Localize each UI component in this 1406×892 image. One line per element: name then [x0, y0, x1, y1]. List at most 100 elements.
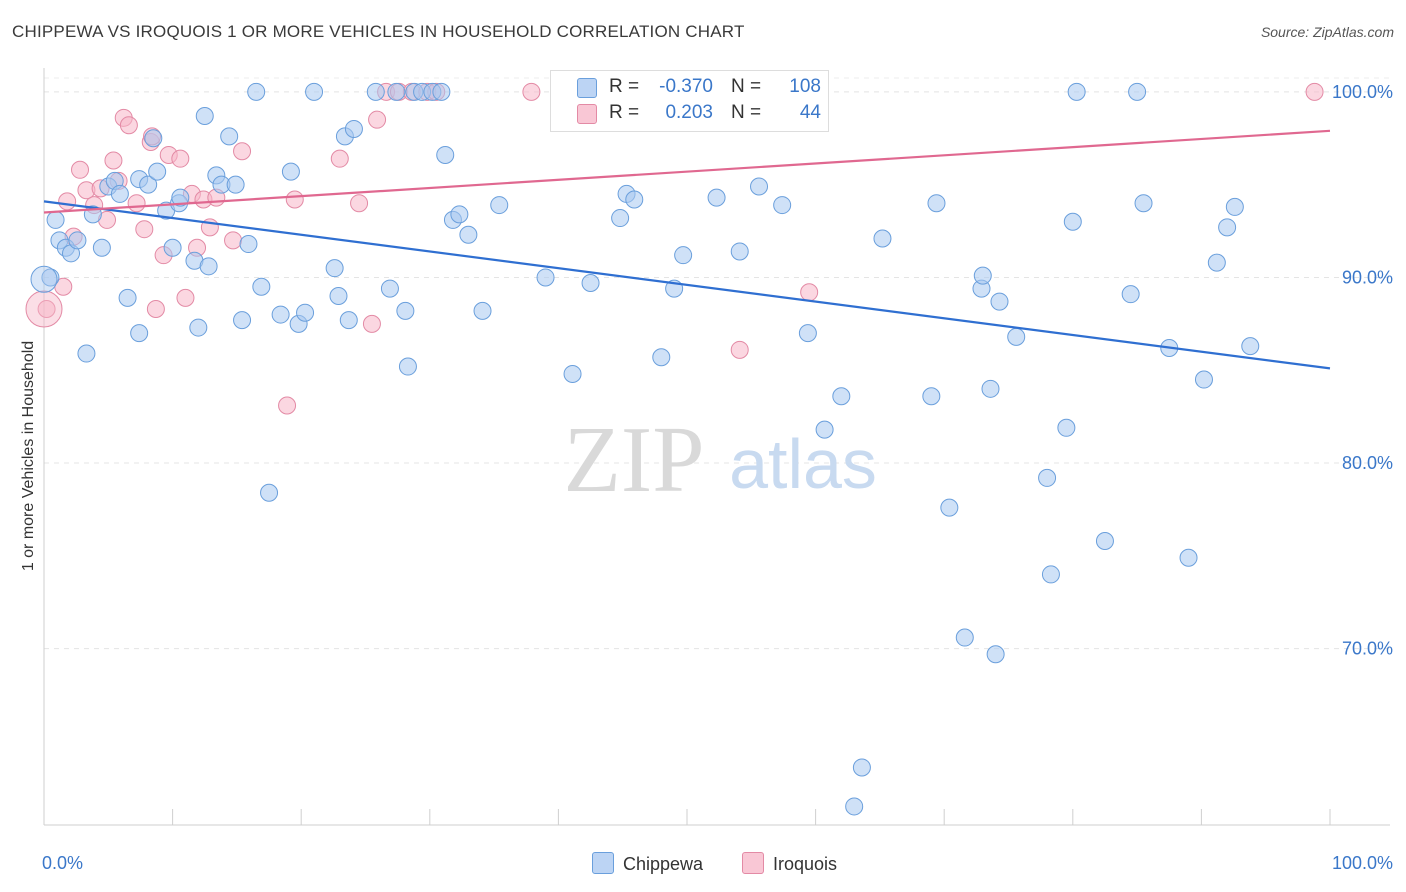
chippewa-point: [226, 175, 245, 194]
chippewa-point: [973, 266, 992, 285]
chippewa-point: [130, 324, 149, 343]
iroquois-point: [119, 116, 138, 135]
chippewa-point: [473, 301, 492, 320]
y-tick-label: 90.0%: [1342, 267, 1393, 287]
chippewa-point: [366, 82, 385, 101]
chippewa-point: [536, 268, 555, 287]
chippewa-point: [189, 318, 208, 337]
legend-r-label: R =: [609, 102, 640, 123]
iroquois-point: [1305, 82, 1324, 101]
y-axis-label: 1 or more Vehicles in Household: [20, 340, 37, 572]
legend-n-value: 44: [799, 102, 821, 123]
chippewa-point: [707, 188, 726, 207]
bottom-legend-swatch-iroquois: [742, 852, 764, 874]
chippewa-point: [271, 305, 290, 324]
chippewa-point: [339, 311, 358, 330]
chippewa-point: [436, 145, 455, 164]
chippewa-point: [940, 498, 959, 517]
chippewa-point: [1225, 197, 1244, 216]
iroquois-point-cluster: [25, 290, 63, 328]
legend-n-label: N =: [731, 102, 762, 123]
iroquois-point: [146, 300, 165, 319]
chippewa-point: [922, 387, 941, 406]
iroquois-point: [362, 314, 381, 333]
bottom-legend-iroquois: Iroquois: [742, 852, 837, 875]
chippewa-point: [798, 324, 817, 343]
chippewa-point: [247, 82, 266, 101]
chippewa-point: [1194, 370, 1213, 389]
legend-n-label: N =: [731, 76, 762, 97]
chippewa-point: [305, 82, 324, 101]
iroquois-point: [233, 142, 252, 161]
bottom-legend-label-chippewa: Chippewa: [623, 854, 704, 874]
chippewa-point: [955, 628, 974, 647]
watermark-zip: ZIP: [564, 408, 705, 512]
iroquois-point: [278, 396, 297, 415]
chippewa-point: [110, 184, 129, 203]
legend-n-value: 108: [789, 76, 821, 97]
legend-r-value: 0.203: [665, 102, 713, 123]
iroquois-point: [522, 82, 541, 101]
chippewa-point: [296, 303, 315, 322]
chippewa-point: [1063, 212, 1082, 231]
chippewa-trend-line: [43, 200, 1331, 370]
trend-lines: [43, 129, 1331, 370]
chippewa-point: [815, 420, 834, 439]
chippewa-point-cluster: [30, 265, 58, 293]
chippewa-point: [845, 797, 864, 816]
iroquois-point: [730, 340, 749, 359]
bottom-legend-label-iroquois: Iroquois: [773, 854, 838, 874]
chippewa-point: [1057, 418, 1076, 437]
chippewa-point: [990, 292, 1009, 311]
iroquois-point: [330, 149, 349, 168]
iroquois-trend-line: [43, 129, 1331, 214]
chippewa-point: [750, 177, 769, 196]
bottom-legend-chippewa: Chippewa: [592, 852, 703, 875]
watermark: ZIP atlas: [564, 408, 877, 512]
chippewa-point: [773, 196, 792, 215]
chippewa-point: [927, 194, 946, 213]
chippewa-point: [199, 257, 218, 276]
bottom-legend-swatch-chippewa: [592, 852, 614, 874]
chippewa-point: [625, 190, 644, 209]
chippewa-point: [46, 210, 65, 229]
chippewa-point: [581, 274, 600, 293]
legend-swatch-iroquois: [577, 104, 597, 124]
iroquois-point: [224, 231, 243, 250]
chippewa-point: [674, 246, 693, 265]
chippewa-point: [1095, 532, 1114, 551]
chippewa-point: [832, 387, 851, 406]
iroquois-point: [800, 283, 819, 302]
iroquois-point: [350, 194, 369, 213]
iroquois-point: [71, 160, 90, 179]
chippewa-point: [459, 225, 478, 244]
chippewa-point: [432, 82, 451, 101]
chippewa-point: [1121, 285, 1140, 304]
chippewa-point: [611, 209, 630, 228]
chippewa-point: [41, 268, 60, 287]
chippewa-point: [171, 188, 190, 207]
iroquois-point: [171, 149, 190, 168]
chippewa-point: [1179, 548, 1198, 567]
chippewa-point: [398, 357, 417, 376]
chippewa-point: [1067, 82, 1086, 101]
chippewa-point: [252, 277, 271, 296]
iroquois-point: [135, 220, 154, 239]
chippewa-point: [68, 231, 87, 250]
chippewa-point: [1007, 327, 1026, 346]
correlation-legend: R = -0.370 N = 108 R = 0.203 N = 44: [550, 70, 829, 132]
watermark-atlas: atlas: [729, 425, 877, 503]
iroquois-point: [127, 194, 146, 213]
chippewa-point: [1241, 337, 1260, 356]
chippewa-point: [329, 287, 348, 306]
chippewa-point: [148, 162, 167, 181]
chippewa-point: [396, 301, 415, 320]
x-tick-label: 0.0%: [42, 853, 83, 873]
iroquois-point: [368, 110, 387, 129]
chippewa-point: [220, 127, 239, 146]
tick-labels: 100.0% 90.0% 80.0% 70.0% 0.0% 100.0%: [42, 82, 1393, 873]
chippewa-point: [344, 119, 363, 138]
chippewa-point: [163, 238, 182, 257]
chippewa-point: [1038, 468, 1057, 487]
chippewa-point: [852, 758, 871, 777]
